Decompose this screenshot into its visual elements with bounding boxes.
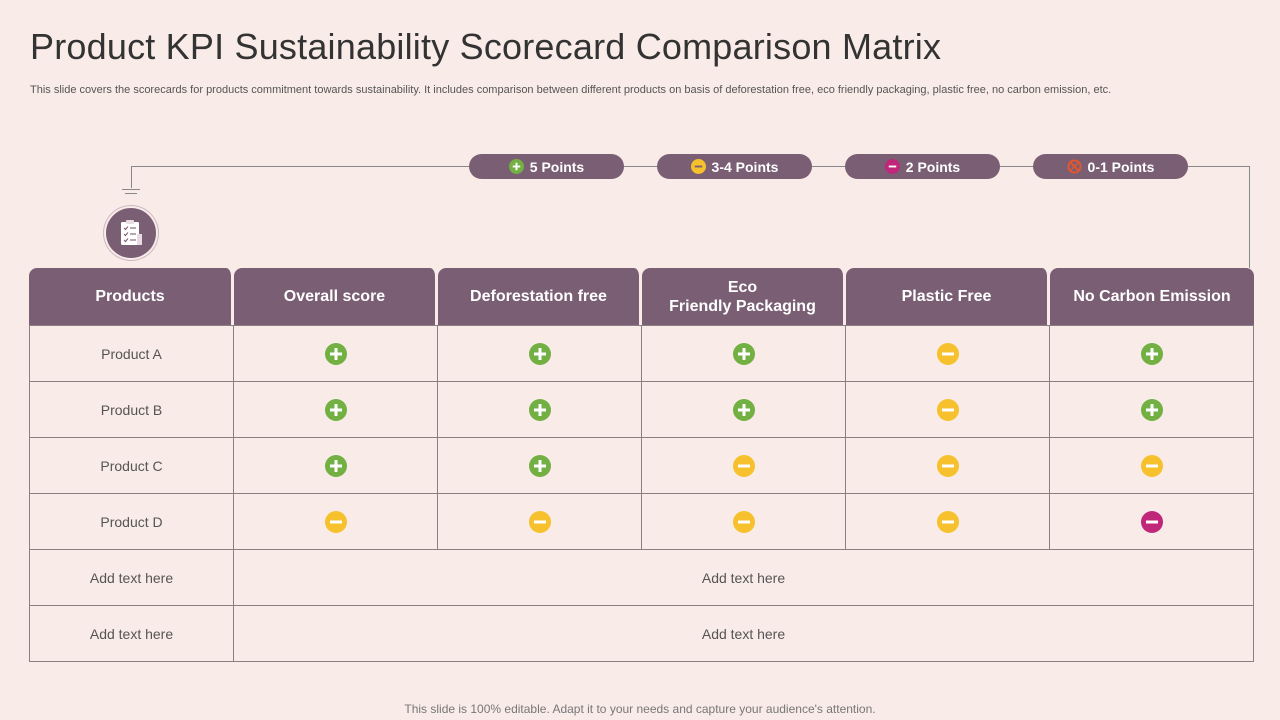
- score-cell: [846, 382, 1050, 438]
- no-entry-icon: [1067, 159, 1082, 174]
- clipboard-checklist-icon: [106, 208, 156, 258]
- legend-0-1-points: 0-1 Points: [1033, 154, 1188, 179]
- plus-circle-icon: [528, 398, 551, 421]
- score-cell: [642, 494, 846, 550]
- table-row: Product D: [29, 494, 1254, 550]
- footer-note: This slide is 100% editable. Adapt it to…: [404, 702, 876, 716]
- score-cell: [438, 438, 642, 494]
- legend-5-points: 5 Points: [469, 154, 624, 179]
- header-eco-line1: Eco: [727, 278, 758, 296]
- minus-circle-icon: [936, 342, 959, 365]
- score-cell: [234, 325, 438, 382]
- minus-circle-icon: [528, 510, 551, 533]
- plus-circle-icon: [732, 398, 755, 421]
- score-cell: [234, 494, 438, 550]
- plus-circle-icon: [732, 342, 755, 365]
- legend-3-4-points: 3-4 Points: [657, 154, 812, 179]
- text-row: Add text here Add text here: [29, 550, 1254, 606]
- score-cell: [438, 325, 642, 382]
- minus-circle-icon: [936, 454, 959, 477]
- plus-circle-icon: [324, 398, 347, 421]
- scorecard-matrix: Products Overall score Deforestation fre…: [29, 268, 1254, 662]
- plus-circle-icon: [528, 342, 551, 365]
- score-cell: [846, 325, 1050, 382]
- legend-label: 3-4 Points: [711, 158, 779, 175]
- minus-circle-icon: [936, 510, 959, 533]
- header-overall-score: Overall score: [234, 268, 438, 325]
- plus-circle-icon: [324, 342, 347, 365]
- score-cell: [1050, 382, 1254, 438]
- negative-circle-icon: [1140, 510, 1163, 533]
- product-name-cell: Product C: [29, 438, 234, 494]
- text-row-label: Add text here: [29, 606, 234, 662]
- product-name-cell: Product D: [29, 494, 234, 550]
- legend-label: 0-1 Points: [1087, 158, 1155, 175]
- header-products: Products: [29, 268, 234, 325]
- page-title: Product KPI Sustainability Scorecard Com…: [30, 26, 942, 67]
- text-row-label: Add text here: [29, 550, 234, 606]
- score-cell: [642, 325, 846, 382]
- score-cell: [1050, 494, 1254, 550]
- score-cell: [642, 382, 846, 438]
- minus-circle-icon: [936, 398, 959, 421]
- product-name-cell: Product B: [29, 382, 234, 438]
- score-cell: [642, 438, 846, 494]
- score-cell: [234, 382, 438, 438]
- text-row-value: Add text here: [234, 550, 1254, 606]
- page-subtitle: This slide covers the scorecards for pro…: [30, 84, 1112, 96]
- score-cell: [438, 494, 642, 550]
- product-name-cell: Product A: [29, 325, 234, 382]
- minus-circle-icon: [732, 510, 755, 533]
- text-row-value: Add text here: [234, 606, 1254, 662]
- header-deforestation-free: Deforestation free: [438, 268, 642, 325]
- score-cell: [1050, 325, 1254, 382]
- ground-mark: [125, 193, 137, 194]
- plus-circle-icon: [1140, 398, 1163, 421]
- connector-line-left: [131, 166, 132, 188]
- header-row: Products Overall score Deforestation fre…: [29, 268, 1254, 325]
- plus-circle-icon: [508, 159, 524, 174]
- score-cell: [846, 494, 1050, 550]
- minus-circle-icon: [1140, 454, 1163, 477]
- table-row: Product B: [29, 382, 1254, 438]
- legend-label: 5 Points: [529, 158, 585, 175]
- score-cell: [438, 382, 642, 438]
- header-eco-line2: Friendly Packaging: [669, 297, 816, 315]
- header-eco-friendly-packaging: Eco Friendly Packaging: [642, 268, 846, 325]
- text-row: Add text here Add text here: [29, 606, 1254, 662]
- minus-circle-icon: [884, 159, 900, 174]
- table-row: Product C: [29, 438, 1254, 494]
- minus-circle-icon: [732, 454, 755, 477]
- header-no-carbon-emission: No Carbon Emission: [1050, 268, 1254, 325]
- header-plastic-free: Plastic Free: [846, 268, 1050, 325]
- plus-circle-icon: [528, 454, 551, 477]
- connector-line-right: [1249, 166, 1250, 268]
- plus-circle-icon: [324, 454, 347, 477]
- minus-circle-icon: [324, 510, 347, 533]
- legend-2-points: 2 Points: [845, 154, 1000, 179]
- score-cell: [1050, 438, 1254, 494]
- ground-mark: [122, 189, 140, 190]
- minus-circle-icon: [690, 159, 706, 174]
- legend-label: 2 Points: [905, 158, 961, 175]
- table-row: Product A: [29, 325, 1254, 382]
- score-cell: [846, 438, 1050, 494]
- score-cell: [234, 438, 438, 494]
- plus-circle-icon: [1140, 342, 1163, 365]
